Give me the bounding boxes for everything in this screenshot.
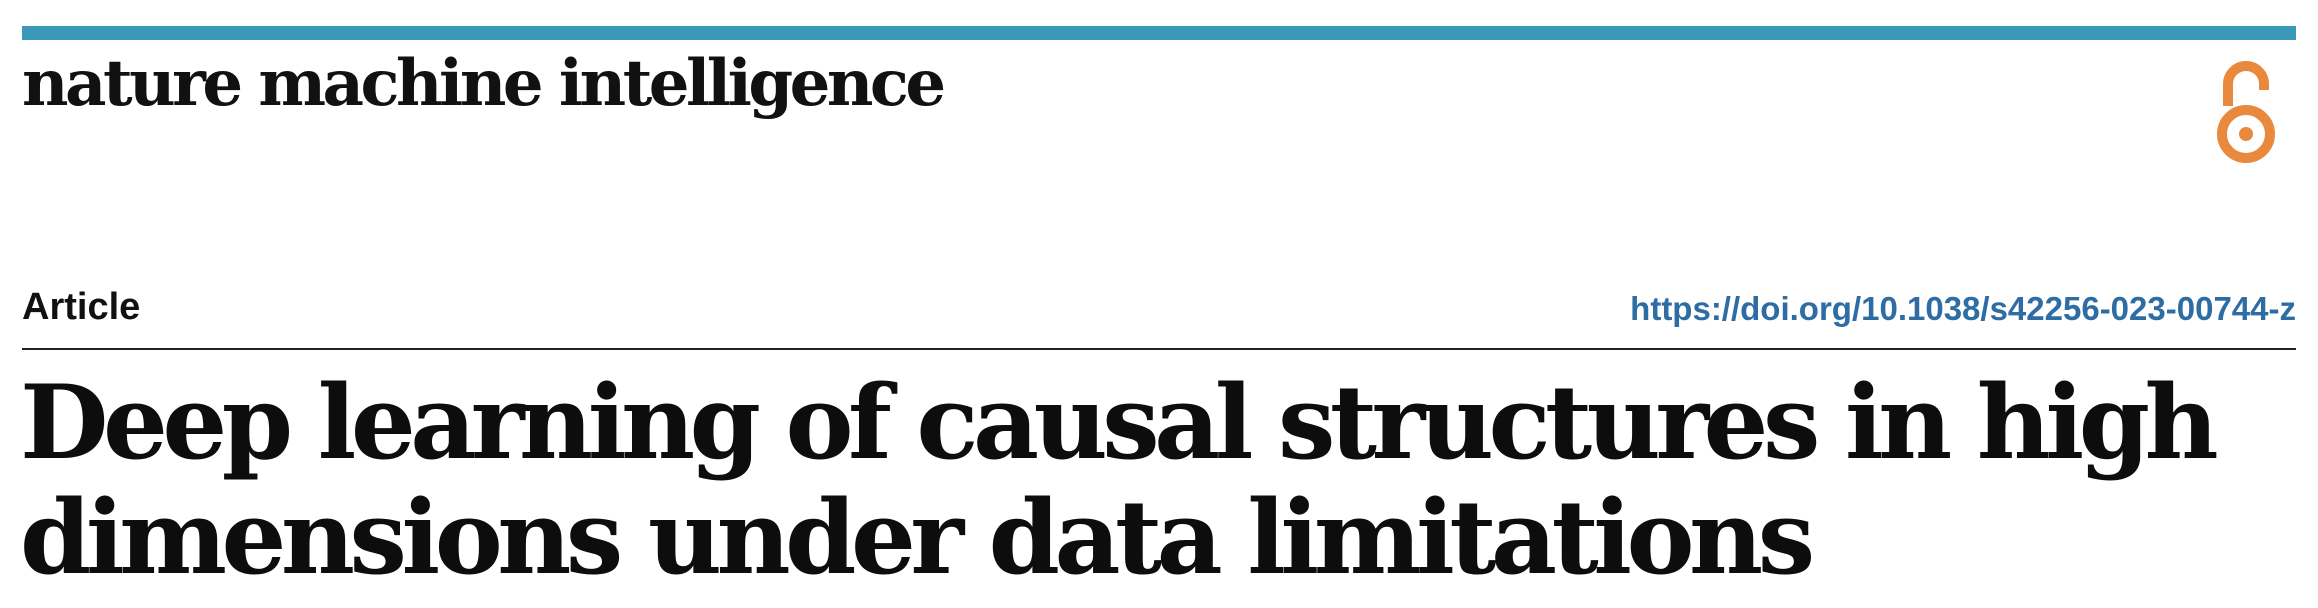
doi-link[interactable]: https://doi.org/10.1038/s42256-023-00744…	[1630, 290, 2296, 327]
journal-name: nature machine intelligence	[22, 46, 946, 121]
header-divider	[22, 348, 2296, 350]
paper-title-line-1: Deep learning of causal structures in hi…	[20, 363, 2219, 483]
paper-title: Deep learning of causal structures in hi…	[20, 366, 2300, 596]
article-type-label: Article	[22, 286, 141, 328]
open-access-icon	[2217, 61, 2275, 163]
journal-accent-bar	[22, 26, 2296, 40]
paper-title-line-2: dimensions under data limitations	[20, 478, 1815, 598]
